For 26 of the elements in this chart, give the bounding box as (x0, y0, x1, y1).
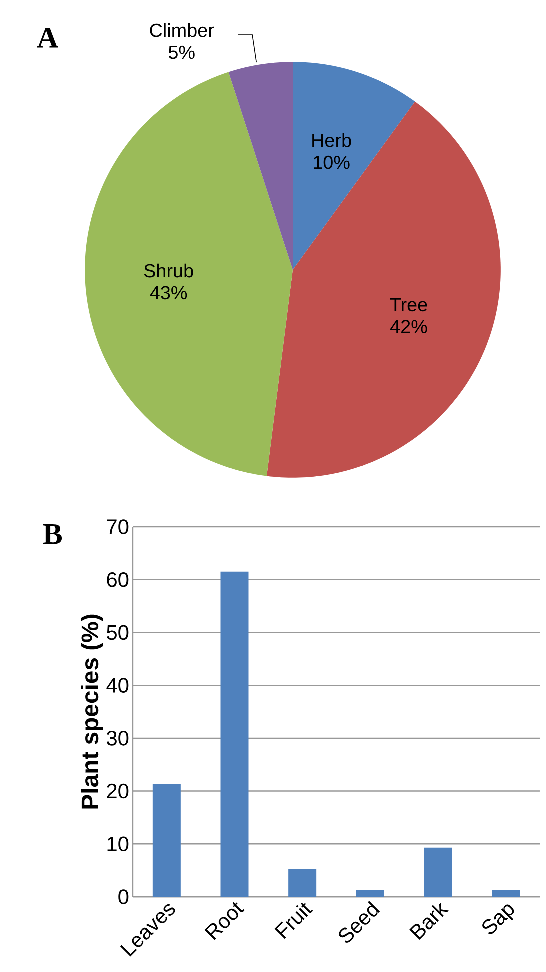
y-axis-title: Plant species (%) (81, 614, 104, 809)
data-label: 42% (390, 320, 428, 334)
data-label: 43% (150, 286, 188, 300)
slice-label: Herb (312, 133, 352, 148)
data-label: 5% (168, 46, 195, 60)
y-tick-label: 20 (107, 784, 129, 799)
data-label: 10% (314, 156, 350, 170)
bar (424, 848, 452, 897)
slice-label: Shrub (144, 264, 194, 278)
slice-label: Climber (150, 23, 214, 38)
chart-title: A (37, 28, 58, 48)
slice-label: Tree (390, 298, 428, 312)
bar (356, 890, 384, 897)
x-tick-label: Sap (482, 904, 514, 934)
y-tick-label: 30 (107, 731, 129, 746)
bar (288, 868, 317, 897)
bar (152, 784, 181, 897)
chart-title: B (43, 524, 62, 544)
y-tick-label: 40 (106, 678, 129, 693)
y-tick-label: 50 (107, 625, 129, 640)
y-tick-label: 70 (107, 520, 129, 534)
y-tick-label: 0 (118, 890, 129, 904)
y-tick-label: 10 (108, 836, 129, 852)
y-tick-label: 60 (107, 572, 129, 588)
bar (220, 572, 249, 897)
bar (492, 890, 520, 897)
